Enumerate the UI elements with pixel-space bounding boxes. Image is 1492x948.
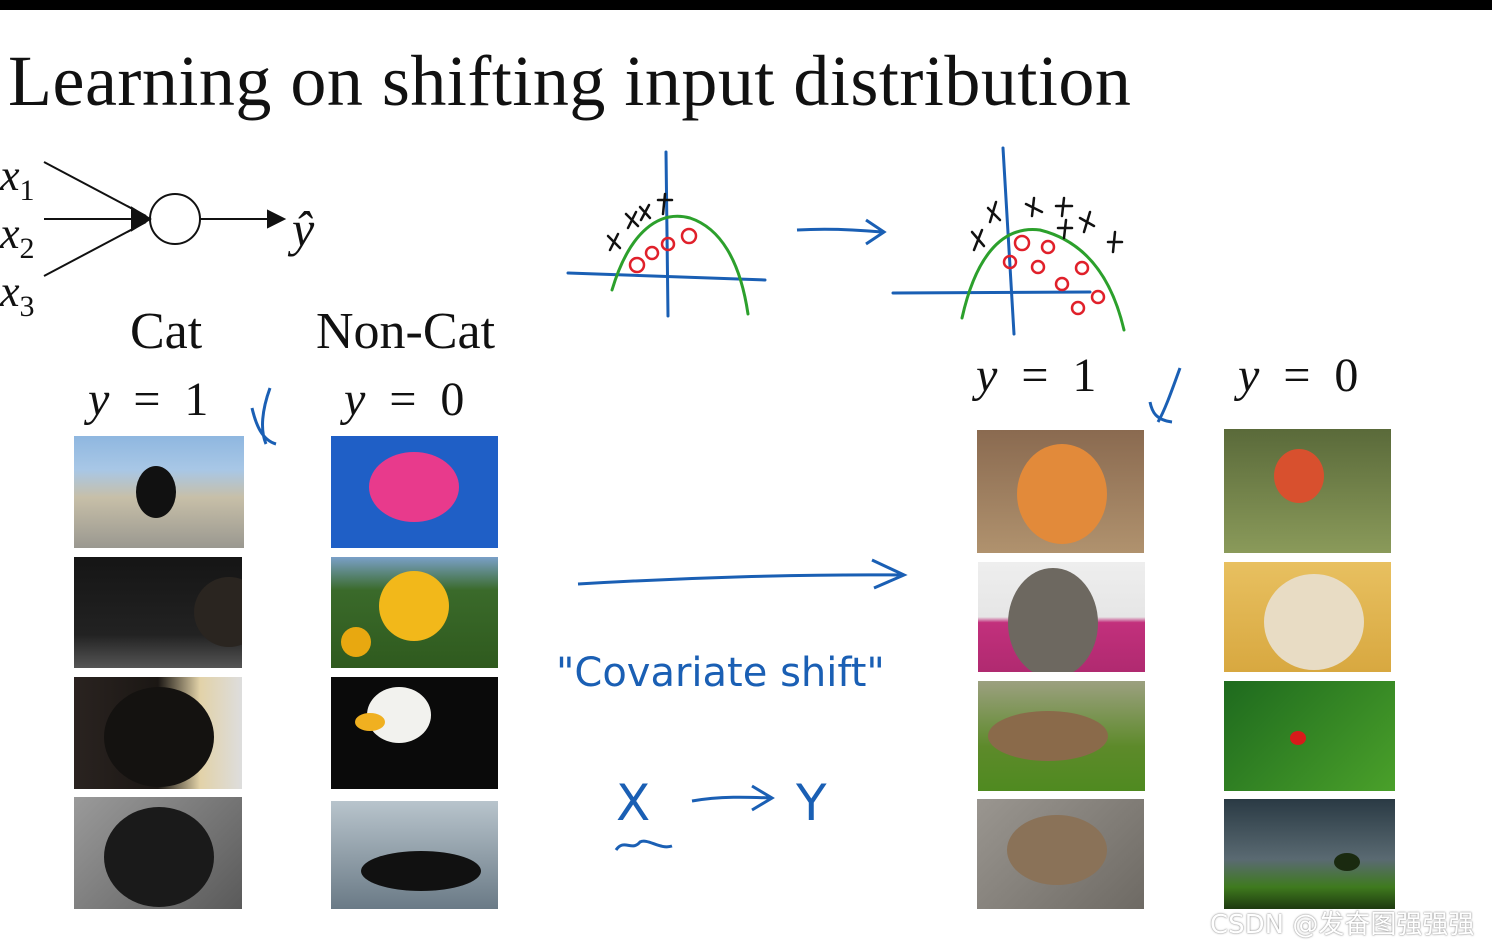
left-noncat-eq: y = 0 [344,373,465,426]
top-bar [0,0,1492,10]
watermark: CSDN @发奋图强强强 [1210,910,1475,940]
photo-noncat-2 [331,557,498,668]
neuron-diagram [43,161,287,277]
check-mark-right [1148,367,1182,424]
photo-noncat-3 [331,677,498,789]
y-annotation: Y [796,774,827,832]
photo-cat-4 [74,797,242,909]
right-cat-eq: y = 1 [976,349,1097,402]
covariate-shift-annotation: "Covariate shift" [556,650,885,696]
photo-noncat-1 [331,436,498,548]
photo-noncat-4 [331,801,498,909]
left-scatter-plot [566,150,767,318]
noncat-label: Non-Cat [316,303,496,360]
photo-cat-2 [74,557,242,668]
x-underline-squiggle [614,839,673,851]
photo-right-noncat-2 [1224,562,1391,672]
right-scatter-plot [891,146,1126,336]
check-mark-left [250,387,277,446]
photo-right-noncat-4 [1224,799,1395,909]
photo-right-cat-3 [978,681,1145,791]
x-to-y-arrow [691,784,775,812]
left-cat-eq: y = 1 [88,373,209,426]
neuron-node [149,193,201,245]
slide-title: Learning on shifting input distribution [8,41,1132,121]
top-arrow [796,218,887,246]
input-x3: x3 [0,267,35,323]
photo-right-noncat-3 [1224,681,1395,791]
input-x1: x1 [0,151,35,207]
photo-cat-3 [74,677,242,789]
photo-right-cat-1 [977,430,1144,553]
photo-right-noncat-1 [1224,429,1391,553]
photo-right-cat-2 [978,562,1145,672]
right-noncat-eq: y = 0 [1238,349,1359,402]
input-x2: x2 [0,209,35,265]
photo-cat-1 [74,436,244,548]
cat-label: Cat [130,303,203,360]
output-yhat: ŷ [292,201,315,257]
photo-right-cat-4 [977,799,1144,909]
middle-arrow [577,558,908,590]
x-annotation: X [616,774,651,832]
